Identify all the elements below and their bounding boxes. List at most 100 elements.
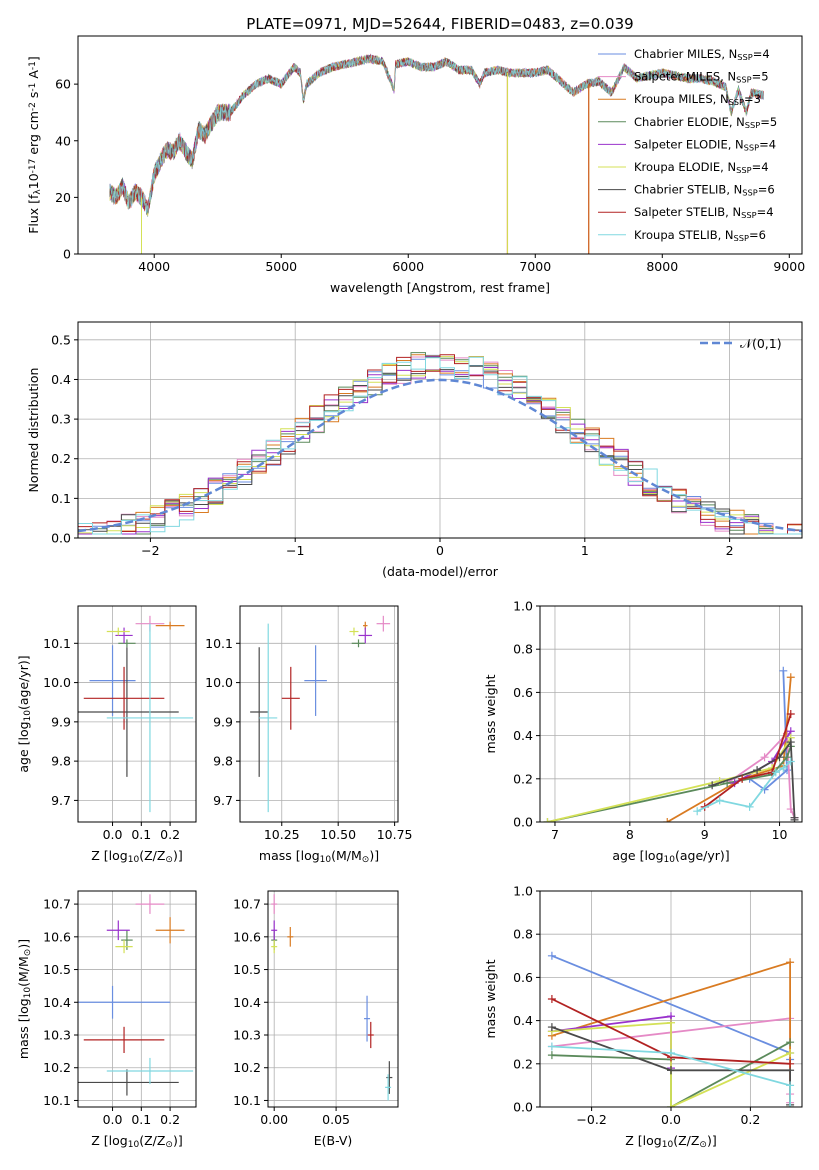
legend-label: Kroupa MILES, NSSP=3: [634, 92, 761, 107]
weight-marker: [715, 796, 724, 805]
x-tick-label: 0.00: [260, 1112, 288, 1127]
weight-marker: [786, 710, 795, 718]
weight-marker: [786, 1103, 795, 1107]
weight-marker: [760, 753, 769, 762]
y-tick-label: 0.2: [513, 1056, 533, 1071]
weight-marker: [663, 818, 672, 822]
axes-age_vs_mass: 10.25 10.50 10.75 9.7 9.8 9.9 10.0 10.1 mass [lo…: [205, 605, 413, 865]
weight-marker: [547, 1051, 556, 1060]
x-tick-label: 10.50: [320, 827, 356, 842]
x-axis-label: Z [log10(Z/Z⊙)]: [625, 1133, 716, 1150]
weight-marker: [693, 807, 702, 816]
weight-marker: [745, 802, 754, 811]
axes-frame: [539, 605, 803, 823]
weight-marker: [786, 1081, 795, 1090]
y-tick-label: 10.4: [233, 995, 261, 1010]
plot-area: [78, 894, 194, 1096]
y-axis-label: Normed distribution: [26, 368, 41, 493]
y-tick-label: 10.6: [43, 929, 71, 944]
weight-line: [704, 713, 792, 808]
y-tick-label: 0.2: [513, 771, 533, 786]
x-tick-label: 0: [436, 543, 444, 558]
y-tick-label: 10.5: [43, 962, 71, 977]
plot-area: [78, 352, 802, 535]
x-tick-label: 0.0: [103, 827, 123, 842]
axes-frame: [77, 35, 803, 255]
x-axis-label: wavelength [Angstrom, rest frame]: [330, 280, 550, 295]
x-axis-label: E(B-V): [314, 1133, 353, 1148]
weight-marker: [547, 1042, 556, 1051]
weight-marker: [547, 1023, 556, 1032]
y-tick-label: 0: [63, 247, 71, 262]
weight-marker: [786, 738, 795, 747]
y-axis-label: mass [log10(M/M⊙)]: [16, 939, 33, 1059]
x-tick-label: 7: [551, 827, 559, 842]
y-tick-label: 0.5: [51, 332, 71, 347]
axes-weight_vs_Z: −0.2 0.0 0.2 0.0 0.2 0.4 0.6 0.8 1.0 Z [log10(Z/Z…: [483, 884, 803, 1150]
plot-area: [250, 615, 391, 813]
x-tick-label: 0.1: [131, 1112, 151, 1127]
plot-area: [271, 894, 393, 1101]
y-tick-label: 10.7: [43, 897, 71, 912]
plot-area: [78, 615, 194, 813]
x-tick-label: −2: [141, 543, 159, 558]
y-tick-label: 9.8: [213, 754, 233, 769]
weight-marker: [786, 757, 795, 766]
x-axis-label: (data-model)/error: [382, 564, 499, 579]
y-tick-label: 9.7: [51, 793, 71, 808]
y-tick-label: 9.7: [213, 793, 233, 808]
y-tick-label: 10.2: [233, 1060, 261, 1075]
y-tick-label: 40: [55, 133, 71, 148]
weight-marker: [667, 1103, 675, 1107]
weight-marker: [786, 1059, 795, 1068]
y-tick-label: 0.6: [513, 970, 533, 985]
axes-frame: [267, 890, 399, 1108]
axes-spectrum: 4000 5000 6000 7000 8000 9000 0 20 40 60 wavelengt…: [26, 35, 805, 295]
legend-label: Chabrier MILES, NSSP=4: [634, 47, 770, 62]
y-axis-label: Flux [fλ10-17 erg cm-2 s-1 A-1]: [26, 56, 43, 234]
weight-line: [696, 760, 792, 813]
weight-marker: [771, 768, 780, 777]
y-tick-label: 10.0: [205, 675, 233, 690]
axes-residuals: −2 −1 0 1 2 0.0 0.1 0.2 0.3 0.4 0.5 (data-model)/er…: [26, 321, 803, 579]
x-axis-label: mass [log10(M/M⊙)]: [259, 848, 379, 865]
y-tick-label: 10.6: [233, 929, 261, 944]
y-tick-label: 0.0: [513, 815, 533, 830]
x-tick-label: 0.0: [103, 1112, 123, 1127]
y-axis-label: mass weight: [483, 674, 498, 753]
axes-mass_vs_ebv: 0.00 0.05 10.1 10.2 10.3 10.4 10.5 10.6 10.7 E(B-…: [233, 890, 399, 1148]
legend-label: Salpeter STELIB, NSSP=4: [634, 205, 774, 220]
normal-curve: [78, 378, 802, 533]
axes-frame: [77, 890, 197, 1108]
x-tick-label: 8000: [646, 259, 678, 274]
histogram-step: [78, 356, 802, 535]
y-tick-label: 10.2: [43, 1060, 71, 1075]
y-tick-label: 1.0: [513, 884, 533, 899]
y-tick-label: 10.1: [233, 1093, 261, 1108]
axes-frame: [239, 605, 399, 823]
weight-line: [666, 677, 792, 822]
axes-frame: [77, 605, 197, 823]
y-tick-label: 10.0: [43, 675, 71, 690]
y-tick-label: 10.1: [205, 636, 233, 651]
y-tick-label: 60: [55, 77, 71, 92]
y-tick-label: 0.4: [51, 372, 71, 387]
legend-label: Salpeter MILES, NSSP=5: [634, 70, 769, 85]
weight-marker: [790, 815, 799, 822]
y-axis-label: mass weight: [483, 959, 498, 1038]
x-tick-label: 4000: [138, 259, 170, 274]
weight-marker: [779, 666, 788, 675]
weight-marker: [543, 818, 552, 822]
axes-mass_vs_Z: 0.0 0.1 0.2 10.1 10.2 10.3 10.4 10.5 10.6 10.7 Z […: [16, 890, 197, 1150]
weight-line: [551, 1045, 791, 1107]
x-tick-label: 0.2: [160, 827, 180, 842]
x-axis-label: Z [log10(Z/Z⊙)]: [91, 1133, 182, 1150]
weight-marker: [738, 774, 747, 783]
weight-marker: [779, 764, 788, 772]
y-tick-label: 10.1: [43, 1093, 71, 1108]
x-tick-label: 0.2: [740, 1112, 760, 1127]
axes-age_vs_Z: 0.0 0.1 0.2 9.7 9.8 9.9 10.0 10.1 Z [log10(Z/Z⊙)…: [16, 605, 197, 865]
weight-marker: [783, 753, 792, 762]
weight-marker: [667, 1066, 675, 1075]
legend-label: 𝒩(0,1): [740, 336, 782, 351]
